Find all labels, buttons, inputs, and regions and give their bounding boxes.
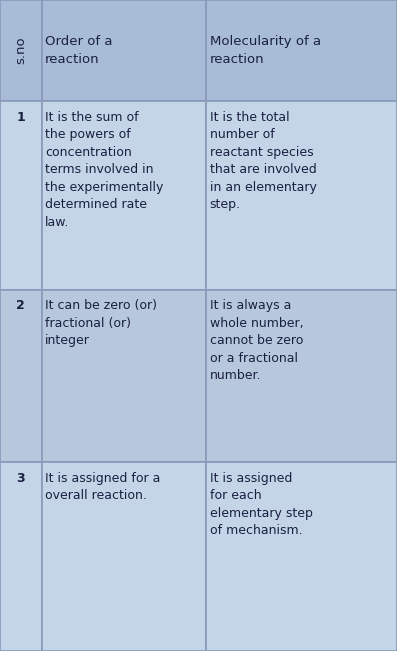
- Text: s.no: s.no: [14, 36, 27, 64]
- Bar: [42, 0, 206, 101]
- Text: It is the sum of
the powers of
concentration
terms involved in
the experimentall: It is the sum of the powers of concentra…: [45, 111, 163, 229]
- Text: 2: 2: [16, 299, 25, 312]
- Bar: [42, 290, 206, 462]
- Text: It is always a
whole number,
cannot be zero
or a fractional
number.: It is always a whole number, cannot be z…: [210, 299, 303, 382]
- Text: It is assigned for a
overall reaction.: It is assigned for a overall reaction.: [45, 472, 160, 503]
- Text: 3: 3: [17, 472, 25, 485]
- Bar: [0, 101, 42, 290]
- Bar: [206, 290, 397, 462]
- Bar: [206, 0, 397, 101]
- Text: It is the total
number of
reactant species
that are involved
in an elementary
st: It is the total number of reactant speci…: [210, 111, 316, 211]
- Bar: [42, 462, 206, 651]
- Bar: [0, 0, 42, 101]
- Text: It is assigned
for each
elementary step
of mechanism.: It is assigned for each elementary step …: [210, 472, 312, 538]
- Text: Order of a
reaction: Order of a reaction: [45, 35, 112, 66]
- Bar: [0, 290, 42, 462]
- Bar: [42, 101, 206, 290]
- Text: 1: 1: [16, 111, 25, 124]
- Bar: [206, 462, 397, 651]
- Text: Molecularity of a
reaction: Molecularity of a reaction: [210, 35, 321, 66]
- Bar: [206, 101, 397, 290]
- Text: It can be zero (or)
fractional (or)
integer: It can be zero (or) fractional (or) inte…: [45, 299, 157, 348]
- Bar: [0, 462, 42, 651]
